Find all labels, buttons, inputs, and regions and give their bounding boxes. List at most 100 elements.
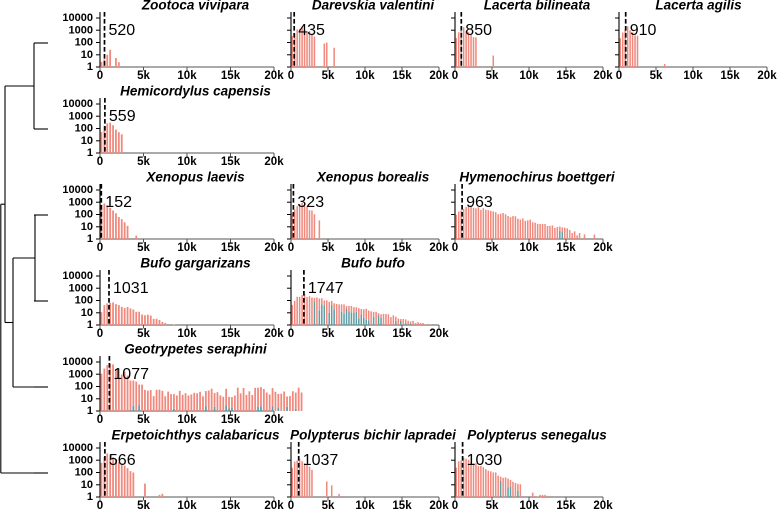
svg-text:910: 910 [630,22,657,39]
svg-text:10000: 10000 [62,184,93,196]
svg-text:5k: 5k [137,156,150,168]
svg-text:1000: 1000 [69,111,93,123]
svg-text:0: 0 [288,242,294,254]
svg-text:15k: 15k [392,242,412,254]
svg-text:Zootoca vivipara: Zootoca vivipara [141,0,250,13]
svg-text:15k: 15k [556,500,576,512]
svg-text:10k: 10k [519,242,539,254]
svg-text:10: 10 [81,135,93,147]
svg-text:1000: 1000 [69,282,93,294]
svg-text:20k: 20k [757,70,777,82]
svg-text:0: 0 [288,328,294,340]
svg-text:10000: 10000 [62,12,93,24]
svg-text:Darevskia valentini: Darevskia valentini [312,0,435,13]
svg-text:152: 152 [105,194,132,211]
svg-text:Bufo bufo: Bufo bufo [341,256,405,271]
svg-text:10000: 10000 [62,356,93,368]
svg-text:20k: 20k [593,242,613,254]
svg-text:1747: 1747 [308,280,344,297]
svg-text:15k: 15k [221,500,241,512]
svg-text:10k: 10k [355,242,375,254]
svg-text:20k: 20k [264,156,284,168]
svg-text:10k: 10k [177,414,197,426]
svg-text:15k: 15k [221,242,241,254]
svg-text:15k: 15k [392,500,412,512]
svg-text:10k: 10k [355,70,375,82]
svg-text:10000: 10000 [62,98,93,110]
svg-text:100: 100 [75,209,93,221]
svg-text:Bufo gargarizans: Bufo gargarizans [140,256,251,271]
svg-text:20k: 20k [264,70,284,82]
svg-text:Hemicordylus capensis: Hemicordylus capensis [120,84,271,99]
svg-text:5k: 5k [137,242,150,254]
svg-text:20k: 20k [593,500,613,512]
svg-text:1: 1 [87,147,93,159]
svg-text:15k: 15k [221,414,241,426]
svg-text:5k: 5k [486,500,499,512]
svg-text:Erpetoichthys calabaricus: Erpetoichthys calabaricus [111,428,280,443]
svg-text:0: 0 [288,500,294,512]
svg-text:5k: 5k [486,70,499,82]
svg-text:10k: 10k [355,500,375,512]
svg-text:435: 435 [298,22,325,39]
svg-text:1: 1 [87,319,93,331]
svg-text:0: 0 [452,242,458,254]
svg-text:20k: 20k [429,242,449,254]
svg-text:100: 100 [75,37,93,49]
svg-text:Xenopus laevis: Xenopus laevis [145,170,245,185]
svg-text:10000: 10000 [62,270,93,282]
svg-text:0: 0 [97,500,103,512]
svg-text:0: 0 [97,414,103,426]
svg-text:323: 323 [297,194,324,211]
svg-text:5k: 5k [650,70,663,82]
svg-text:10: 10 [81,49,93,61]
svg-text:10k: 10k [683,70,703,82]
svg-text:15k: 15k [392,70,412,82]
svg-text:1000: 1000 [69,368,93,380]
svg-text:Lacerta agilis: Lacerta agilis [655,0,742,13]
svg-text:20k: 20k [264,500,284,512]
svg-text:100: 100 [75,295,93,307]
svg-text:1030: 1030 [467,452,503,469]
svg-text:Geotrypetes seraphini: Geotrypetes seraphini [124,342,267,357]
svg-text:5k: 5k [322,242,335,254]
svg-text:1000: 1000 [69,454,93,466]
svg-text:15k: 15k [221,328,241,340]
svg-text:1037: 1037 [303,452,339,469]
svg-text:0: 0 [97,328,103,340]
svg-text:10k: 10k [177,328,197,340]
svg-text:100: 100 [75,123,93,135]
svg-text:5k: 5k [322,328,335,340]
svg-text:10000: 10000 [62,442,93,454]
svg-text:1: 1 [87,491,93,503]
svg-text:10k: 10k [177,70,197,82]
svg-text:20k: 20k [264,414,284,426]
svg-text:5k: 5k [322,70,335,82]
svg-text:20k: 20k [429,328,449,340]
svg-text:10k: 10k [177,242,197,254]
svg-text:15k: 15k [556,70,576,82]
svg-text:559: 559 [109,108,136,125]
svg-text:Polypterus senegalus: Polypterus senegalus [467,428,607,443]
svg-text:963: 963 [466,194,493,211]
svg-text:0: 0 [97,70,103,82]
svg-text:Polypterus bichir lapradei: Polypterus bichir lapradei [290,428,456,443]
svg-text:Lacerta bilineata: Lacerta bilineata [484,0,591,13]
svg-text:0: 0 [452,70,458,82]
svg-text:20k: 20k [429,500,449,512]
svg-text:0: 0 [616,70,622,82]
svg-text:15k: 15k [720,70,740,82]
svg-text:10: 10 [81,307,93,319]
svg-text:10: 10 [81,393,93,405]
svg-text:15k: 15k [221,70,241,82]
svg-text:20k: 20k [264,242,284,254]
svg-text:100: 100 [75,467,93,479]
svg-text:0: 0 [97,242,103,254]
svg-text:10k: 10k [519,500,539,512]
svg-text:1000: 1000 [69,196,93,208]
svg-text:0: 0 [97,156,103,168]
svg-text:10k: 10k [355,328,375,340]
svg-text:Xenopus borealis: Xenopus borealis [316,170,430,185]
svg-text:10k: 10k [519,70,539,82]
svg-text:850: 850 [465,22,492,39]
